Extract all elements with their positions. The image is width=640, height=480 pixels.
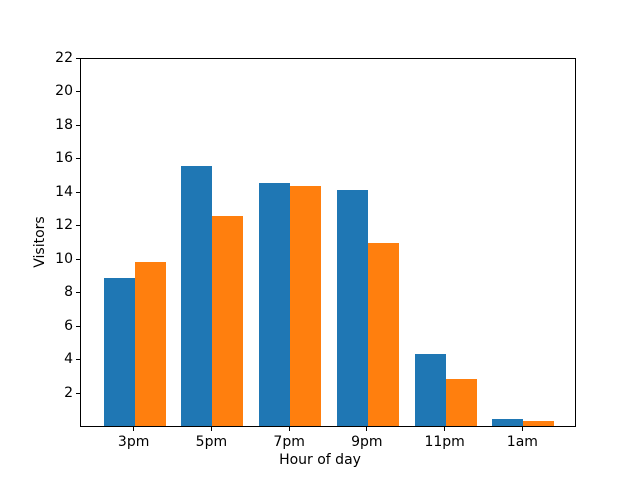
- y-tick-mark-8: [76, 292, 80, 294]
- x-tick-mark-5pm: [210, 427, 212, 431]
- bar-blue-11pm: [414, 353, 446, 426]
- y-tick-label-16: 16: [55, 150, 73, 167]
- x-tick-label-9pm: 9pm: [351, 434, 383, 450]
- bar-blue-9pm: [336, 189, 368, 426]
- y-tick-mark-10: [76, 258, 80, 260]
- x-tick-label-1am: 1am: [506, 434, 538, 450]
- bar-orange-5pm: [212, 216, 244, 426]
- x-tick-label-11pm: 11pm: [424, 434, 465, 450]
- bar-orange-7pm: [290, 186, 322, 426]
- y-tick-label-22: 22: [55, 49, 73, 66]
- bar-blue-1am: [492, 419, 524, 426]
- bar-blue-3pm: [103, 278, 135, 426]
- x-tick-mark-7pm: [288, 427, 290, 431]
- x-axis-label: Hour of day: [279, 452, 361, 468]
- y-tick-label-2: 2: [64, 384, 73, 401]
- x-tick-label-7pm: 7pm: [273, 434, 305, 450]
- y-tick-label-18: 18: [55, 116, 73, 133]
- y-tick-mark-4: [76, 359, 80, 361]
- y-tick-mark-12: [76, 225, 80, 227]
- y-tick-mark-18: [76, 124, 80, 126]
- y-tick-mark-2: [76, 392, 80, 394]
- x-tick-label-3pm: 3pm: [117, 434, 150, 450]
- y-tick-label-20: 20: [55, 83, 73, 100]
- bar-orange-3pm: [134, 261, 166, 426]
- y-tick-label-10: 10: [55, 250, 73, 267]
- y-tick-mark-22: [76, 57, 80, 59]
- x-tick-mark-1am: [521, 427, 523, 431]
- y-tick-mark-16: [76, 158, 80, 160]
- x-tick-mark-9pm: [366, 427, 368, 431]
- bar-orange-11pm: [445, 379, 477, 426]
- x-tick-label-5pm: 5pm: [195, 434, 228, 450]
- y-tick-mark-20: [76, 91, 80, 93]
- y-axis-label: Visitors: [32, 216, 48, 268]
- bar-blue-5pm: [181, 166, 213, 426]
- x-tick-mark-3pm: [133, 427, 135, 431]
- y-tick-mark-6: [76, 325, 80, 327]
- plot-area: [80, 58, 576, 427]
- y-tick-label-4: 4: [64, 351, 73, 368]
- y-tick-label-12: 12: [55, 217, 73, 234]
- y-tick-mark-14: [76, 191, 80, 193]
- bar-blue-7pm: [259, 182, 291, 426]
- bar-orange-9pm: [367, 243, 399, 426]
- bar-orange-1am: [523, 420, 555, 426]
- y-tick-label-14: 14: [55, 183, 73, 200]
- y-tick-label-8: 8: [64, 284, 73, 301]
- y-tick-label-6: 6: [64, 317, 73, 334]
- x-tick-mark-11pm: [444, 427, 446, 431]
